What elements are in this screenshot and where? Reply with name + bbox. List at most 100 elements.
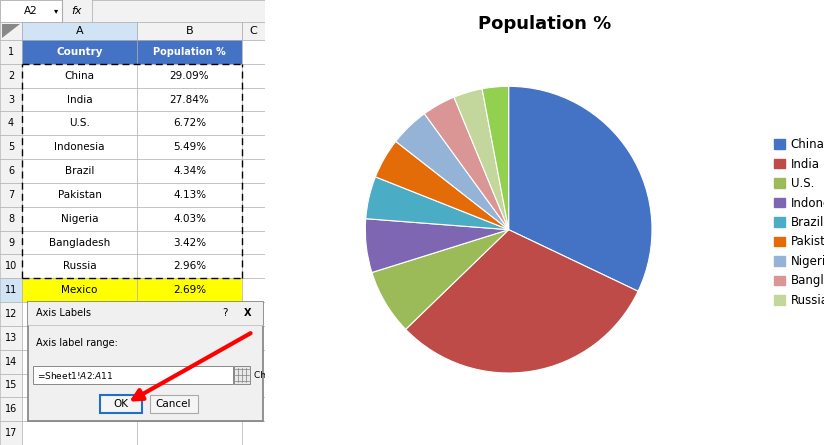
Bar bbox=[0, 326, 22, 350]
Wedge shape bbox=[376, 142, 508, 230]
Polygon shape bbox=[2, 24, 20, 38]
Bar bbox=[242, 40, 265, 64]
Text: 15: 15 bbox=[5, 380, 17, 390]
Bar bbox=[0, 421, 22, 445]
Bar bbox=[22, 40, 137, 64]
Text: fx: fx bbox=[72, 6, 82, 16]
Bar bbox=[137, 397, 242, 421]
Text: Country: Country bbox=[56, 47, 103, 57]
Text: Pakistan: Pakistan bbox=[58, 190, 101, 200]
Bar bbox=[22, 183, 137, 207]
Text: 14: 14 bbox=[5, 356, 17, 367]
Bar bbox=[22, 207, 137, 231]
Text: ?: ? bbox=[222, 308, 227, 318]
Text: Axis Labels: Axis Labels bbox=[36, 308, 91, 318]
Bar bbox=[242, 231, 265, 255]
Text: OK: OK bbox=[113, 399, 128, 409]
Bar bbox=[137, 231, 242, 255]
Bar bbox=[149, 395, 198, 413]
Bar bbox=[22, 159, 137, 183]
Bar bbox=[137, 88, 242, 111]
Bar bbox=[22, 255, 137, 278]
Wedge shape bbox=[365, 218, 508, 272]
Bar bbox=[0, 40, 22, 445]
Text: X: X bbox=[244, 308, 252, 318]
Bar bbox=[137, 22, 242, 40]
Text: 10: 10 bbox=[5, 261, 17, 271]
Bar bbox=[0, 231, 22, 255]
Text: Population %: Population % bbox=[153, 47, 226, 57]
Text: 4.03%: 4.03% bbox=[173, 214, 206, 224]
Bar bbox=[265, 0, 285, 445]
Text: 2: 2 bbox=[8, 71, 14, 81]
Bar bbox=[137, 302, 242, 326]
Text: Bangladesh: Bangladesh bbox=[49, 238, 110, 247]
Text: Nigeria: Nigeria bbox=[61, 214, 98, 224]
Bar bbox=[0, 255, 22, 278]
Bar bbox=[242, 111, 265, 135]
Text: C: C bbox=[250, 26, 257, 36]
Wedge shape bbox=[396, 114, 508, 230]
Text: 5.49%: 5.49% bbox=[173, 142, 206, 152]
Text: 3.42%: 3.42% bbox=[173, 238, 206, 247]
Bar bbox=[0, 207, 22, 231]
Legend: China, India, U.S., Indonesia, Brazil, Pakistan, Nigeria, Bangladesh, Russia: China, India, U.S., Indonesia, Brazil, P… bbox=[774, 138, 824, 307]
Bar bbox=[0, 0, 265, 22]
Bar bbox=[22, 278, 137, 302]
Text: 29.09%: 29.09% bbox=[170, 71, 209, 81]
Bar bbox=[242, 373, 265, 397]
Text: China, India, ...: China, India, ... bbox=[254, 371, 322, 380]
Bar bbox=[137, 40, 242, 64]
Text: Indonesia: Indonesia bbox=[54, 142, 105, 152]
Bar bbox=[0, 135, 22, 159]
Bar bbox=[22, 111, 137, 135]
Bar bbox=[137, 183, 242, 207]
Bar bbox=[100, 395, 142, 413]
Bar bbox=[242, 64, 265, 88]
Bar bbox=[22, 22, 137, 40]
Wedge shape bbox=[405, 230, 638, 373]
Text: U.S.: U.S. bbox=[69, 118, 90, 128]
Text: 2.69%: 2.69% bbox=[173, 285, 206, 295]
Title: Population %: Population % bbox=[478, 15, 611, 32]
Text: 27.84%: 27.84% bbox=[170, 94, 209, 105]
Bar bbox=[242, 302, 265, 326]
Bar bbox=[242, 183, 265, 207]
Bar bbox=[242, 397, 265, 421]
Bar bbox=[33, 366, 233, 384]
Bar bbox=[242, 88, 265, 111]
Bar bbox=[0, 397, 22, 421]
Text: A: A bbox=[76, 26, 83, 36]
Text: B: B bbox=[185, 26, 194, 36]
Bar bbox=[22, 350, 137, 373]
Bar bbox=[234, 366, 250, 384]
Text: 2.96%: 2.96% bbox=[173, 261, 206, 271]
Text: 6.72%: 6.72% bbox=[173, 118, 206, 128]
Text: China: China bbox=[64, 71, 95, 81]
Wedge shape bbox=[424, 97, 508, 230]
Text: India: India bbox=[67, 94, 92, 105]
Wedge shape bbox=[508, 86, 652, 291]
Wedge shape bbox=[454, 89, 508, 230]
Bar bbox=[0, 183, 22, 207]
Text: Brazil: Brazil bbox=[65, 166, 94, 176]
Text: 12: 12 bbox=[5, 309, 17, 319]
Bar bbox=[22, 88, 137, 111]
Bar bbox=[137, 64, 242, 88]
Text: 11: 11 bbox=[5, 285, 17, 295]
Bar bbox=[22, 135, 137, 159]
Text: 6: 6 bbox=[8, 166, 14, 176]
Text: 8: 8 bbox=[8, 214, 14, 224]
Bar bbox=[22, 421, 137, 445]
Wedge shape bbox=[372, 230, 508, 329]
Bar bbox=[0, 0, 62, 22]
Bar bbox=[0, 64, 22, 88]
Text: 16: 16 bbox=[5, 404, 17, 414]
Bar bbox=[137, 350, 242, 373]
Bar bbox=[0, 278, 22, 302]
Text: 9: 9 bbox=[8, 238, 14, 247]
Bar bbox=[242, 135, 265, 159]
Text: Russia: Russia bbox=[63, 261, 96, 271]
Text: 13: 13 bbox=[5, 333, 17, 343]
Bar bbox=[0, 373, 22, 397]
